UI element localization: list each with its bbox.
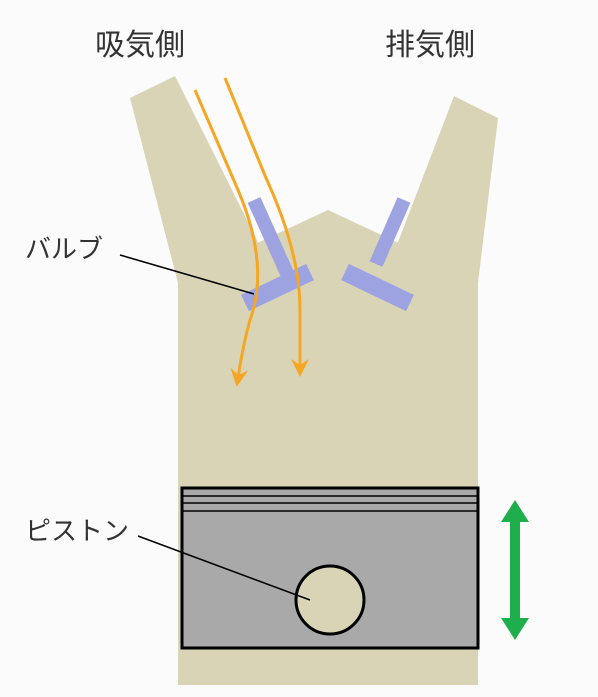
piston bbox=[182, 488, 478, 648]
exhaust-port bbox=[395, 96, 498, 283]
valve-label: バルブ bbox=[25, 234, 103, 264]
intake-side-label: 吸気側 bbox=[95, 29, 185, 62]
intake-port bbox=[130, 76, 262, 283]
piston-motion-arrow bbox=[501, 500, 529, 640]
piston-label: ピストン bbox=[25, 516, 129, 546]
engine-diagram: 吸気側 排気側 バルブ ピストン bbox=[0, 0, 598, 697]
exhaust-side-label: 排気側 bbox=[385, 29, 475, 62]
diagram-page: 吸気側 排気側 バルブ ピストン bbox=[0, 0, 598, 697]
